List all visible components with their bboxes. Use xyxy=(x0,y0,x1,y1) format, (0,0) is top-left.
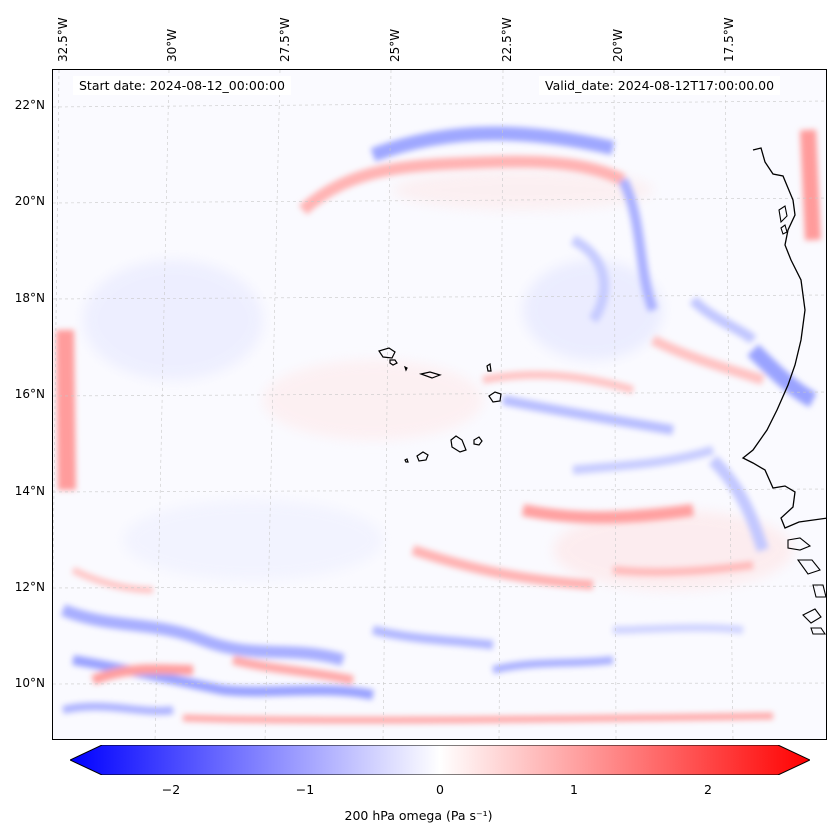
omega-field xyxy=(53,70,826,739)
colorbar-tick-neg1: −1 xyxy=(295,782,315,797)
lat-label-12n: 12°N xyxy=(14,580,45,594)
lat-label-20n: 20°N xyxy=(14,194,45,208)
lat-label-18n: 18°N xyxy=(14,291,45,305)
map-panel[interactable] xyxy=(52,69,827,740)
lat-label-22n: 22°N xyxy=(14,98,45,112)
start-date-label: Start date: 2024-08-12_00:00:00 xyxy=(73,76,291,95)
colorbar xyxy=(70,745,810,775)
african-coastline xyxy=(741,147,826,529)
lon-label-17-5w: 17.5°W xyxy=(722,17,736,62)
lon-label-32-5w: 32.5°W xyxy=(56,17,70,62)
lon-label-27-5w: 27.5°W xyxy=(278,17,292,62)
colorbar-tick-0: 0 xyxy=(436,782,444,797)
colorbar-label: 200 hPa omega (Pa s⁻¹) xyxy=(344,808,493,823)
cape-verde-islands xyxy=(378,347,502,463)
lon-label-25w: 25°W xyxy=(388,28,402,62)
lon-label-30w: 30°W xyxy=(165,28,179,62)
valid-date-label: Valid_date: 2024-08-12T17:00:00.00 xyxy=(539,76,781,95)
lon-label-22-5w: 22.5°W xyxy=(500,17,514,62)
lat-label-14n: 14°N xyxy=(14,484,45,498)
colorbar-tick-1: 1 xyxy=(570,782,578,797)
lon-label-20w: 20°W xyxy=(611,28,625,62)
lat-label-16n: 16°N xyxy=(14,387,45,401)
colorbar-tick-neg2: −2 xyxy=(161,782,181,797)
colorbar-tick-2: 2 xyxy=(704,782,712,797)
lat-label-10n: 10°N xyxy=(14,676,45,690)
